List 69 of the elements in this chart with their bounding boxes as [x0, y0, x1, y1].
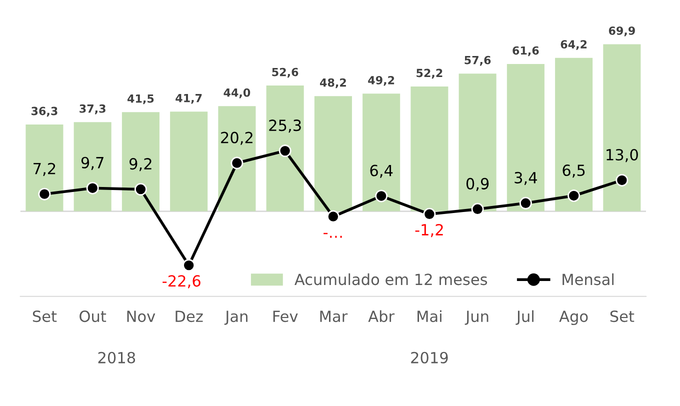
bar [410, 86, 448, 212]
data-label: 3,4 [514, 172, 537, 186]
x-tick-label: Set [32, 310, 57, 322]
bar [218, 106, 256, 212]
data-label: 69,9 [608, 26, 635, 36]
bar [555, 58, 593, 212]
legend-label: Mensal [562, 273, 614, 286]
point [278, 144, 292, 158]
point [326, 210, 340, 223]
data-label: 6,4 [370, 164, 393, 178]
text: 2018 [98, 352, 136, 364]
bar [314, 96, 352, 212]
x-tick-label: Fev [273, 310, 298, 322]
data-label: 9,7 [81, 156, 104, 170]
bar [26, 124, 64, 212]
point [375, 190, 388, 202]
x-tick-label: Jan [224, 310, 248, 325]
x-tick-label: Set [610, 310, 634, 322]
data-label: 49,2 [368, 76, 394, 86]
data-label: 48,2 [320, 78, 346, 88]
data-label: 20,2 [221, 132, 252, 145]
data-label: 0,9 [466, 178, 489, 191]
data-label: 41,7 [176, 94, 202, 104]
point [568, 190, 580, 202]
data-label: 52,2 [416, 68, 442, 79]
x-tick-label: Abr [368, 310, 395, 322]
x-tick-label: Mar [320, 310, 348, 322]
bar [603, 44, 641, 212]
point [182, 259, 196, 272]
x-tick-label: Jul [516, 310, 534, 325]
data-label: -… [324, 232, 342, 238]
point [519, 196, 532, 210]
data-label: 61,6 [512, 46, 539, 56]
data-label: 41,5 [128, 94, 154, 104]
point [86, 182, 99, 194]
bar [74, 122, 112, 212]
text: 2019 [411, 352, 448, 364]
bar [266, 86, 304, 212]
x-tick-label: Dez [176, 310, 203, 322]
point [230, 156, 244, 170]
data-label: 52,6 [272, 68, 298, 78]
data-label: 57,6 [464, 56, 491, 66]
data-label: 25,3 [269, 120, 301, 133]
data-label: 37,3 [80, 104, 106, 114]
data-label: 9,2 [130, 158, 152, 172]
x-tick-label: Ago [559, 310, 588, 326]
bar [122, 112, 160, 212]
point [38, 188, 51, 200]
bar [458, 74, 496, 212]
data-label: 36,3 [32, 106, 58, 117]
data-label: 6,5 [562, 164, 585, 178]
bar [170, 112, 208, 212]
bar [506, 64, 544, 212]
data-label: 44,0 [224, 88, 250, 98]
point [423, 208, 436, 220]
bar [362, 94, 400, 212]
x-tick-label: Out [80, 310, 106, 322]
data-label: 64,2 [560, 40, 587, 50]
data-label: -1,2 [415, 224, 443, 238]
point [471, 202, 484, 216]
data-label: 13,0 [606, 148, 638, 162]
x-tick-label: Jun [464, 310, 488, 325]
x-tick-label: Mai [418, 310, 442, 322]
data-label: 7,2 [34, 162, 56, 176]
legend-label: Acumulado em 12 meses [294, 273, 488, 286]
point [134, 183, 147, 196]
x-tick-label: Nov [127, 310, 156, 322]
data-label: -22,6 [162, 275, 200, 288]
point [616, 174, 628, 186]
